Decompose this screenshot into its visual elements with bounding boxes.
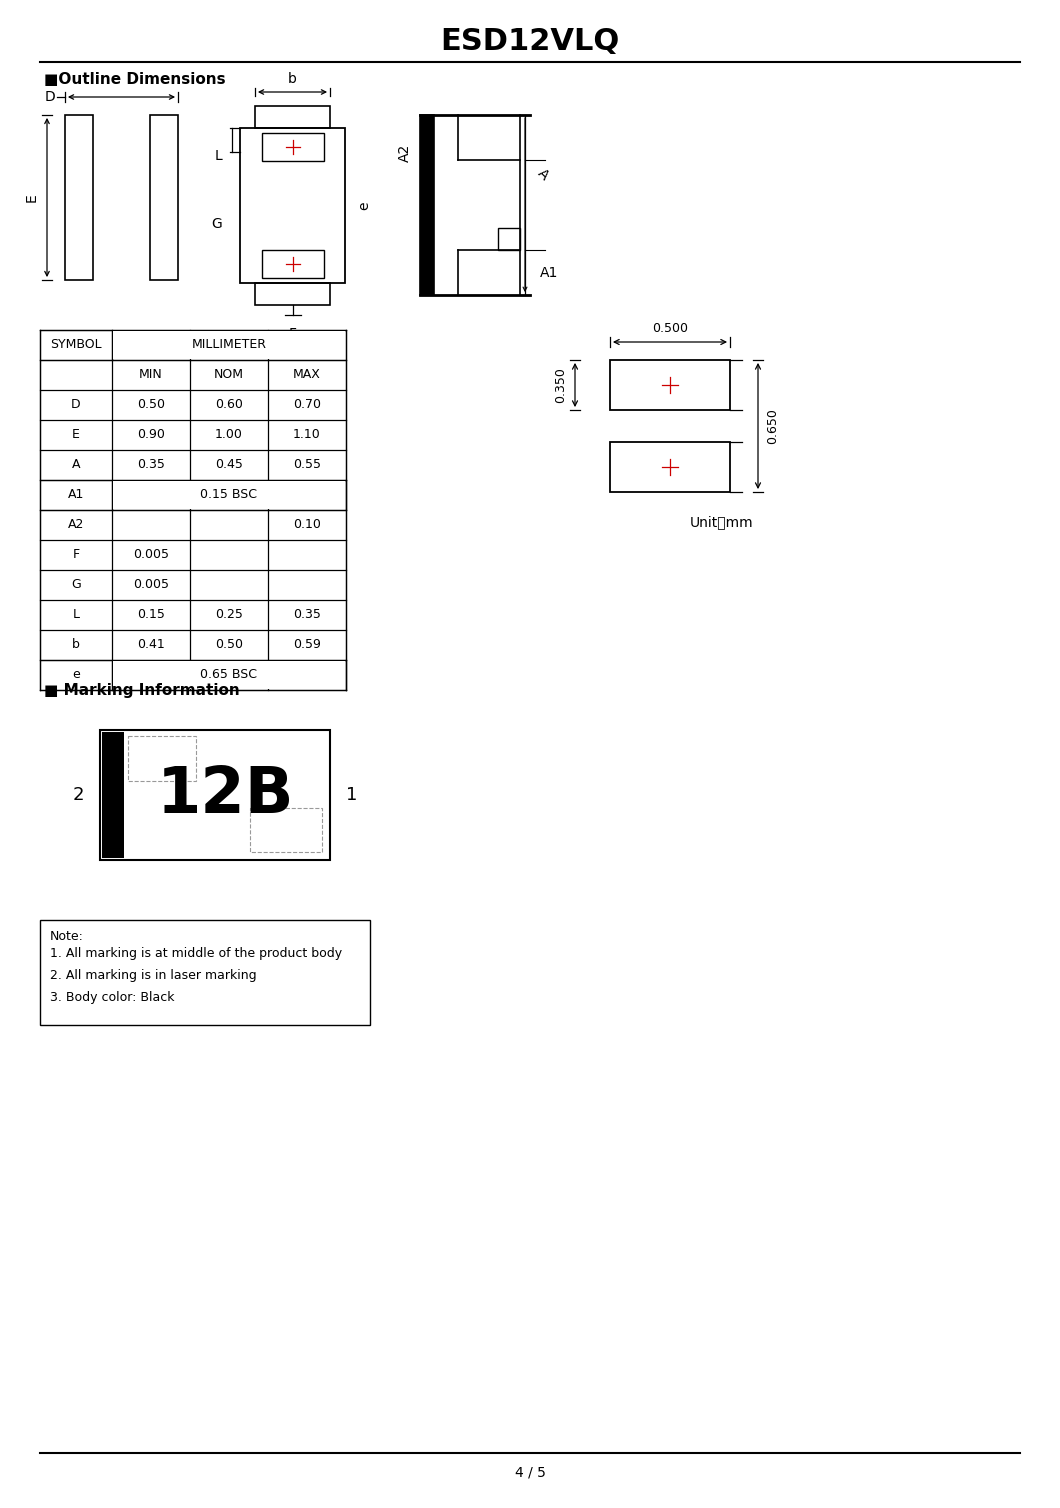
Text: 1.10: 1.10 xyxy=(294,428,321,442)
Text: L: L xyxy=(214,149,222,163)
Text: 0.15: 0.15 xyxy=(137,609,165,621)
Text: 0.005: 0.005 xyxy=(132,549,169,561)
Bar xyxy=(113,330,345,359)
Text: b: b xyxy=(288,72,297,86)
Bar xyxy=(610,360,730,410)
Text: 3. Body color: Black: 3. Body color: Black xyxy=(50,991,175,1004)
Text: Note:: Note: xyxy=(50,929,84,942)
Bar xyxy=(100,730,330,860)
Text: F: F xyxy=(288,327,297,341)
Text: L: L xyxy=(72,609,79,621)
Text: 0.55: 0.55 xyxy=(293,458,321,472)
Bar xyxy=(65,115,93,280)
Text: D: D xyxy=(71,398,81,412)
Text: e: e xyxy=(357,201,371,210)
Text: 0.650: 0.650 xyxy=(766,409,779,443)
Text: 0.45: 0.45 xyxy=(215,458,243,472)
Bar xyxy=(610,442,730,492)
Text: NOM: NOM xyxy=(214,368,244,382)
Text: 0.65 BSC: 0.65 BSC xyxy=(200,668,258,682)
Text: MAX: MAX xyxy=(293,368,321,382)
Text: 2: 2 xyxy=(72,786,84,804)
Text: 0.350: 0.350 xyxy=(554,366,567,403)
Text: ■Outline Dimensions: ■Outline Dimensions xyxy=(45,72,226,87)
Bar xyxy=(240,128,344,284)
Text: Unit：mm: Unit：mm xyxy=(690,516,754,529)
Text: 12B: 12B xyxy=(157,765,295,826)
Bar xyxy=(262,133,323,161)
Text: E: E xyxy=(72,428,79,442)
Text: e: e xyxy=(72,668,79,682)
Text: 0.50: 0.50 xyxy=(215,638,243,651)
Text: 0.005: 0.005 xyxy=(132,579,169,591)
Text: 0.59: 0.59 xyxy=(293,638,321,651)
Text: A1: A1 xyxy=(68,489,84,502)
Bar xyxy=(40,920,370,1025)
Text: 0.15 BSC: 0.15 BSC xyxy=(200,489,258,502)
Bar xyxy=(255,284,330,305)
Text: D: D xyxy=(45,90,55,104)
Text: MIN: MIN xyxy=(139,368,163,382)
Text: 4 / 5: 4 / 5 xyxy=(514,1466,546,1479)
Text: 0.41: 0.41 xyxy=(137,638,165,651)
Text: G: G xyxy=(71,579,81,591)
Bar xyxy=(250,808,322,852)
Text: 0.35: 0.35 xyxy=(293,609,321,621)
Text: 0.35: 0.35 xyxy=(137,458,165,472)
Text: 2. All marking is in laser marking: 2. All marking is in laser marking xyxy=(50,970,257,983)
Bar xyxy=(102,731,124,858)
Text: A2: A2 xyxy=(398,143,412,163)
Bar xyxy=(498,228,520,250)
Text: ESD12VLQ: ESD12VLQ xyxy=(440,27,620,56)
Text: 1.00: 1.00 xyxy=(215,428,243,442)
Bar xyxy=(262,250,323,277)
Text: b: b xyxy=(72,638,79,651)
Text: ■ Marking Information: ■ Marking Information xyxy=(45,683,240,698)
Text: 0.10: 0.10 xyxy=(293,519,321,531)
Text: 1: 1 xyxy=(347,786,357,804)
Text: F: F xyxy=(72,549,79,561)
Text: MILLIMETER: MILLIMETER xyxy=(192,338,266,351)
Bar xyxy=(420,115,434,296)
Text: 0.50: 0.50 xyxy=(137,398,165,412)
Text: A2: A2 xyxy=(68,519,84,531)
Bar xyxy=(128,736,196,781)
Bar xyxy=(255,106,330,128)
Text: A: A xyxy=(72,458,81,472)
Bar xyxy=(113,481,345,510)
Text: 0.90: 0.90 xyxy=(137,428,165,442)
Bar xyxy=(113,661,345,689)
Text: SYMBOL: SYMBOL xyxy=(50,338,102,351)
Text: G: G xyxy=(211,217,222,231)
Text: A1: A1 xyxy=(540,265,559,280)
Text: A: A xyxy=(535,167,551,184)
Text: 0.60: 0.60 xyxy=(215,398,243,412)
Text: 0.70: 0.70 xyxy=(293,398,321,412)
Text: 0.25: 0.25 xyxy=(215,609,243,621)
Text: 0.500: 0.500 xyxy=(652,323,688,335)
Bar xyxy=(151,115,178,280)
Text: E: E xyxy=(25,193,39,202)
Text: 1. All marking is at middle of the product body: 1. All marking is at middle of the produ… xyxy=(50,947,342,961)
